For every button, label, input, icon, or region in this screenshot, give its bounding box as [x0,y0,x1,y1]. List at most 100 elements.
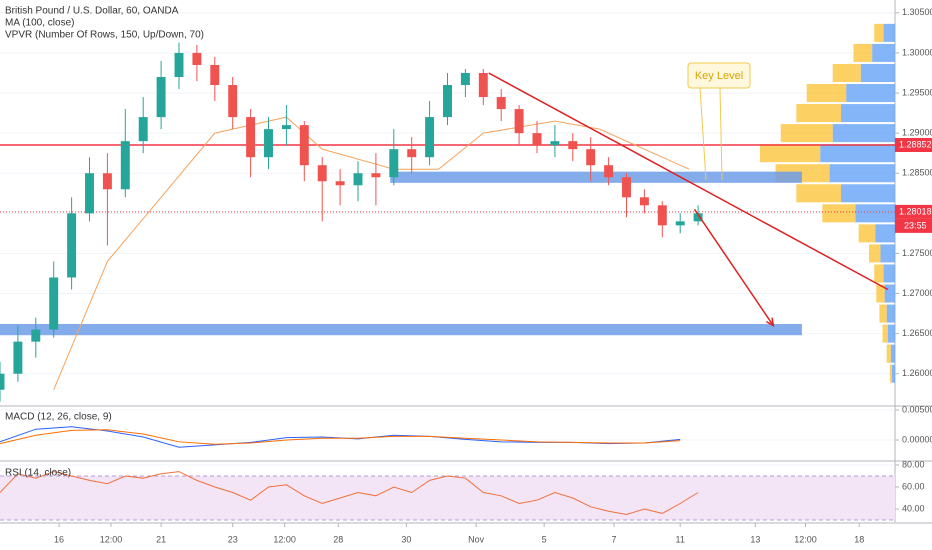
candle-body [496,97,506,110]
y-tick-label: 80.00 [902,459,925,469]
volume-profile-down [780,124,833,143]
candle-body [13,341,23,374]
volume-profile-up [829,164,895,183]
countdown-box [895,218,932,233]
y-tick-label: 1.29500 [902,87,932,97]
volume-profile-down [874,264,884,283]
candle-body [192,52,202,65]
candle-body [371,173,381,178]
volume-profile-down [882,324,888,343]
price-label: 1.28852 [899,139,932,149]
candle-body [657,205,667,226]
candle-body [639,197,649,206]
volume-profile-up [841,184,895,203]
x-tick-label: 23 [228,534,238,544]
arrow-head [765,317,775,328]
candle-body [550,141,560,146]
y-tick-label: 1.30500 [902,7,932,17]
x-tick-label: 12:00 [100,534,123,544]
volume-profile-down [869,244,881,263]
volume-profile-up [884,284,895,303]
candle-body [120,141,130,190]
candle-body [460,72,470,86]
zone [0,324,802,336]
candle-body [335,181,345,186]
volume-profile-up [890,344,895,363]
volume-profile-down [886,344,891,363]
y-tick-label: 1.29000 [902,128,932,138]
y-tick-label: 1.26000 [902,368,932,378]
indicator-label: VPVR (Number Of Rows, 150, Up/Down, 70) [5,30,204,41]
price-label-box [895,137,932,152]
candle-body [299,125,309,166]
candle-body [102,173,112,190]
candle-body [281,125,291,130]
indicator-line [0,471,699,516]
x-tick-label: 13 [750,534,760,544]
volume-profile-up [880,244,895,263]
candle-body [514,109,524,134]
y-tick-label: 60.00 [902,481,925,491]
candle-body [210,64,220,86]
x-tick-label: 28 [333,534,343,544]
callout-pointer [699,87,723,181]
candle-body [586,149,596,166]
volume-profile-down [889,364,892,383]
rsi-band [0,475,895,521]
candle-body [49,277,59,330]
candle-body [693,213,703,222]
y-tick-label: 1.28500 [902,168,932,178]
volume-profile-down [796,104,841,123]
candle-body [246,117,256,158]
volume-profile-up [891,364,895,383]
candle-body [478,72,488,98]
volume-profile-down [876,284,885,303]
candle-body [156,76,166,118]
candle-body [264,129,273,158]
volume-profile-down [853,43,873,62]
volume-profile-down [858,224,876,243]
candle-body [85,173,94,214]
y-tick-label: 1.30000 [902,47,932,57]
candle-body [353,173,363,186]
x-tick-label: 7 [611,534,616,544]
countdown: 23:55 [904,220,927,230]
pane [0,0,895,405]
candle-body [443,85,452,118]
candle-body [228,85,238,118]
callout-text: Key Level [695,70,743,82]
price-label: 1.28018 [899,206,932,216]
candle-body [0,373,5,390]
zone [390,171,802,183]
candle-body [532,133,542,146]
volume-profile-up [887,324,895,343]
x-tick-label: 21 [156,534,166,544]
x-tick-label: 12:00 [273,534,296,544]
volume-profile-down [806,84,847,103]
price-label-box [895,204,932,219]
volume-profile-up [875,224,895,243]
volume-profile-down [822,204,856,223]
candle-body [622,177,631,198]
candle-body [389,149,399,178]
arrow [693,208,774,327]
candle-body [425,117,435,158]
volume-profile-up [820,144,895,163]
candle-body [317,165,327,182]
volume-profile-up [832,124,895,143]
indicator-label: RSI (14, close) [5,468,71,479]
candle-body [675,221,685,226]
volume-profile-down [832,63,861,83]
x-tick-label: Nov [468,534,485,544]
candle-body [67,213,77,278]
candle-body [174,52,184,77]
volume-profile-up [883,264,895,283]
chart-title: British Pound / U.S. Dollar, 60, OANDA [5,6,179,17]
volume-profile-down [879,304,887,323]
trendline [488,72,889,291]
volume-profile-up [846,84,895,103]
y-tick-label: 1.27500 [902,248,932,258]
x-tick-label: 30 [401,534,411,544]
volume-profile-up [855,204,895,223]
